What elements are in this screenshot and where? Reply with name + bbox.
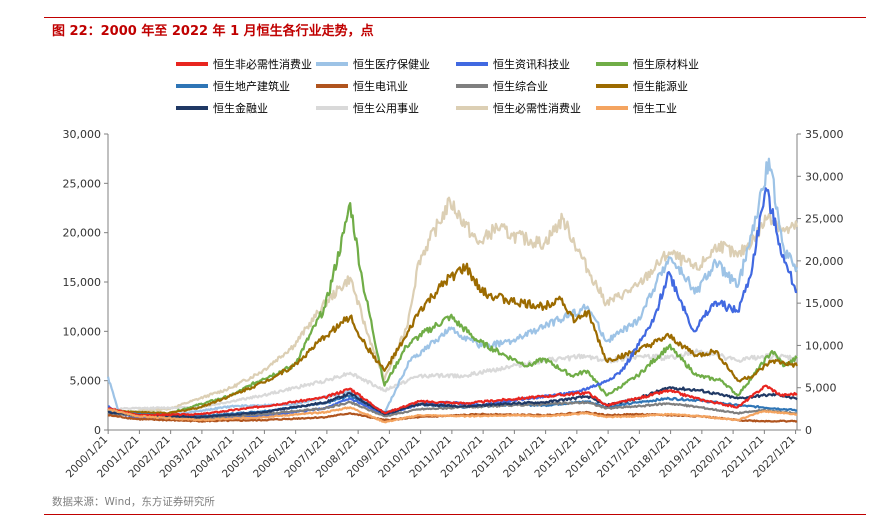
legend-label: 恒生必需性消费业 [493,101,581,115]
legend-label: 恒生电讯业 [353,79,408,93]
legend-label: 恒生地产建筑业 [213,79,290,93]
series-line [107,406,798,424]
title-rule [44,17,866,18]
series-line [106,157,799,417]
legend-label: 恒生工业 [633,101,677,115]
figure-title: 图 22：2000 年至 2022 年 1 月恒生各行业走势，点 [52,24,374,39]
right-tick-label: 5,000 [805,382,837,395]
legend-label: 恒生能源业 [633,79,688,93]
right-tick-label: 10,000 [805,339,844,352]
legend-label: 恒生资讯科技业 [493,57,570,71]
legend-label: 恒生公用事业 [353,101,419,115]
right-tick-label: 15,000 [805,297,844,310]
left-tick-label: 30,000 [63,128,102,141]
left-tick-label: 20,000 [63,227,102,240]
legend-label: 恒生金融业 [213,101,268,115]
left-tick-label: 0 [94,424,101,437]
series-line [107,384,798,417]
right-tick-label: 35,000 [805,128,844,141]
left-tick-label: 10,000 [63,325,102,338]
bottom-rule [44,514,866,515]
left-tick-label: 15,000 [63,276,102,289]
legend-label: 恒生医疗保健业 [353,57,430,71]
right-tick-label: 25,000 [805,213,844,226]
right-tick-label: 0 [805,424,812,437]
series-line [107,196,799,415]
series-line [107,202,798,415]
series-line [107,187,798,421]
series-line [107,386,798,419]
legend-label: 恒生原材料业 [633,57,699,71]
source-note: 数据来源：Wind，东方证券研究所 [52,496,215,508]
left-tick-label: 5,000 [70,375,102,388]
right-tick-label: 30,000 [805,170,844,183]
series-line [107,262,798,415]
left-tick-label: 25,000 [63,177,102,190]
series-line [107,348,798,411]
legend-label: 恒生非必需性消费业 [213,57,312,71]
right-tick-label: 20,000 [805,255,844,268]
legend-label: 恒生综合业 [493,79,548,93]
